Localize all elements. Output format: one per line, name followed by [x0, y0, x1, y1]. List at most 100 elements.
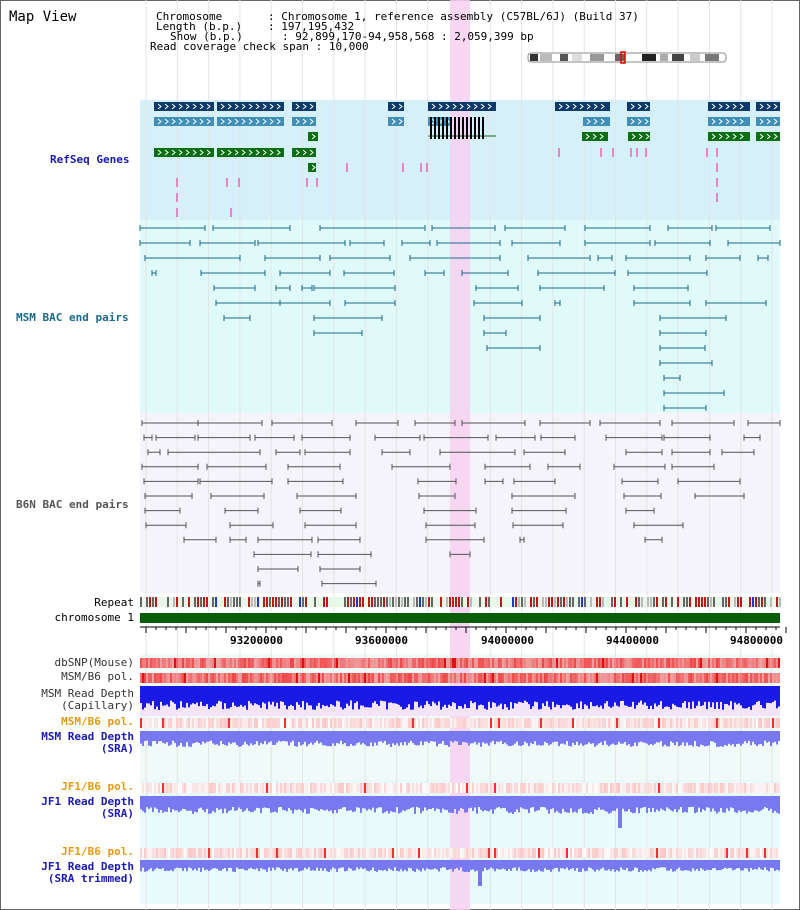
dbsnp-cell — [584, 658, 586, 668]
jf1-depth-bar — [358, 796, 360, 808]
dbsnp-cell — [658, 658, 660, 668]
msm-pol-cell — [550, 673, 552, 683]
msm-pol-cell — [446, 718, 448, 728]
msm-pol-cell — [676, 673, 678, 683]
msm-pol-cell — [396, 718, 398, 728]
track-label-jf1-pol-1[interactable]: JF1/B6 pol. — [61, 780, 134, 793]
msm-pol-cell — [302, 673, 304, 683]
msm-depth-cap-bar — [202, 686, 204, 706]
jf1-pol-cell — [486, 783, 488, 793]
gene-strand-arrow — [759, 118, 764, 125]
track-label-refseq[interactable]: RefSeq Genes — [50, 153, 130, 166]
jf1-pol-cell — [700, 783, 702, 793]
msm-depth-cap-bar — [726, 686, 728, 705]
msm-depth-cap-bar — [502, 686, 504, 710]
repeat-element — [440, 597, 442, 607]
track-label-msm-pol-1[interactable]: MSM/B6 pol. — [61, 670, 134, 683]
jf1-pol-cell — [246, 848, 248, 858]
track-label-msm-depth-sra[interactable]: MSM Read Depth (SRA) — [41, 731, 134, 755]
repeat-element — [173, 597, 175, 607]
repeat-element — [776, 597, 778, 607]
msm-depth-cap-bar — [576, 686, 578, 704]
msm-depth-cap-bar — [684, 686, 686, 702]
msm-depth-sra-bar — [352, 731, 354, 746]
jf1-pol-cell — [368, 783, 370, 793]
dbsnp-cell — [486, 658, 488, 668]
msm-depth-sra-bar — [354, 731, 356, 746]
gene-strand-arrow — [309, 118, 314, 125]
jf1-pol-cell — [194, 848, 196, 858]
msm-pol-cell — [358, 673, 360, 683]
jf1-depth-bar — [388, 796, 390, 814]
msm-depth-cap-bar — [354, 686, 356, 704]
gene-strand-arrow — [311, 133, 316, 140]
jf1-depth-bar — [142, 796, 144, 812]
jf1-pol-cell — [620, 783, 622, 793]
track-label-jf1-depth[interactable]: JF1 Read Depth (SRA) — [41, 796, 134, 820]
track-label-chromosome[interactable]: chromosome 1 — [54, 611, 134, 624]
dbsnp-cell — [660, 658, 662, 668]
msm-depth-sra-bar — [250, 731, 252, 744]
track-label-dbsnp[interactable]: dbSNP(Mouse) — [54, 656, 134, 669]
msm-pol-cell — [408, 673, 410, 683]
jf1-pol-cell — [382, 848, 384, 858]
ideogram-band — [690, 54, 700, 61]
msm-depth-sra-bar — [218, 731, 220, 746]
jf1-trim-bar — [692, 860, 694, 869]
track-label-b6n-bac[interactable]: B6N BAC end pairs — [16, 498, 129, 511]
dbsnp-cell — [764, 658, 766, 668]
jf1-pol-cell — [180, 848, 182, 858]
gene-feature — [388, 117, 404, 126]
msm-pol-cell — [482, 718, 484, 728]
dbsnp-cell — [386, 658, 388, 668]
jf1-trim-bar — [474, 860, 476, 872]
track-label-jf1-trim[interactable]: JF1 Read Depth (SRA trimmed) — [41, 861, 134, 885]
track-label-msm-pol-2[interactable]: MSM/B6 pol. — [61, 715, 134, 728]
dbsnp-cell — [726, 658, 728, 668]
jf1-pol-cell — [446, 783, 448, 793]
jf1-pol-cell — [320, 848, 322, 858]
msm-depth-sra-bar — [776, 731, 778, 745]
msm-pol-cell — [226, 673, 228, 683]
track-label-repeat[interactable]: Repeat — [94, 596, 134, 609]
header-show: Show (b.p.): 92,899,170-94,958,568 : 2,0… — [150, 31, 534, 42]
jf1-pol-cell — [514, 783, 516, 793]
jf1-pol-cell — [266, 848, 268, 858]
dbsnp-cell — [264, 658, 266, 668]
msm-depth-cap-bar — [212, 686, 214, 706]
msm-pol-cell — [656, 673, 658, 683]
gene-strand-arrow — [220, 118, 225, 125]
dbsnp-cell — [776, 658, 778, 668]
jf1-pol-cell — [326, 848, 328, 858]
jf1-pol-cell — [492, 848, 494, 858]
msm-depth-sra-bar — [430, 731, 432, 742]
track-label-jf1-pol-2[interactable]: JF1/B6 pol. — [61, 845, 134, 858]
jf1-pol-cell — [304, 848, 306, 858]
jf1-trim-bar — [732, 860, 734, 871]
msm-depth-cap-bar — [546, 686, 548, 702]
msm-pol-cell — [584, 673, 586, 683]
msm-pol-cell — [624, 673, 626, 683]
gene-strand-arrow — [459, 103, 464, 110]
jf1-pol-cell — [142, 848, 144, 858]
jf1-trim-bar — [710, 860, 712, 870]
msm-depth-cap-bar — [142, 686, 144, 710]
msm-pol-cell — [764, 673, 766, 683]
msm-pol-cell — [618, 673, 620, 683]
msm-pol-cell — [560, 673, 562, 683]
msm-pol-cell — [252, 718, 254, 728]
repeat-element — [290, 597, 292, 607]
dbsnp-cell — [306, 658, 308, 668]
jf1-depth-bar — [222, 796, 224, 814]
msm-pol-cell — [532, 673, 534, 683]
gene-feature — [756, 102, 780, 111]
msm-pol-cell — [220, 673, 222, 683]
repeat-element — [359, 597, 361, 607]
msm-depth-cap-bar — [154, 686, 156, 710]
track-label-msm-bac[interactable]: MSM BAC end pairs — [16, 311, 129, 324]
jf1-trim-bar — [342, 860, 344, 868]
jf1-pol-cell — [652, 783, 654, 793]
track-label-msm-depth-cap[interactable]: MSM Read Depth (Capillary) — [41, 688, 134, 712]
jf1-pol-cell — [690, 848, 692, 858]
